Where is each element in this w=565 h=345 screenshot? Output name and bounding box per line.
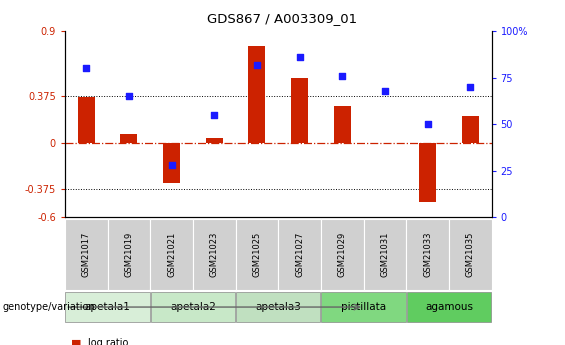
Bar	[291, 78, 308, 143]
Point	[423, 121, 432, 127]
Bar	[462, 116, 479, 143]
Point	[167, 162, 176, 168]
Bar	[163, 143, 180, 183]
Text: apetala3: apetala3	[255, 302, 301, 312]
Bar	[406, 219, 449, 290]
Point	[466, 84, 475, 90]
Text: GSM21021: GSM21021	[167, 232, 176, 277]
Bar	[78, 97, 95, 143]
Text: GSM21019: GSM21019	[124, 232, 133, 277]
Text: apetala1: apetala1	[85, 302, 131, 312]
Point	[338, 73, 347, 79]
Bar	[120, 134, 137, 143]
Text: GSM21025: GSM21025	[253, 232, 262, 277]
Point	[82, 66, 91, 71]
Bar	[419, 143, 436, 203]
Text: GSM21029: GSM21029	[338, 232, 347, 277]
Point	[295, 55, 304, 60]
Bar	[364, 219, 406, 290]
Bar	[193, 219, 236, 290]
Bar	[321, 293, 406, 322]
Bar	[151, 293, 235, 322]
Bar	[449, 219, 492, 290]
Bar	[249, 46, 266, 143]
Text: log ratio: log ratio	[88, 338, 128, 345]
Bar	[407, 293, 491, 322]
Text: pistillata: pistillata	[341, 302, 386, 312]
Point	[210, 112, 219, 118]
Text: GSM21027: GSM21027	[295, 232, 304, 277]
Bar	[66, 293, 150, 322]
Bar	[107, 219, 150, 290]
Text: GSM21031: GSM21031	[380, 232, 389, 277]
Text: GSM21017: GSM21017	[82, 232, 91, 277]
Bar	[150, 219, 193, 290]
Text: genotype/variation: genotype/variation	[3, 302, 95, 312]
Text: GSM21035: GSM21035	[466, 232, 475, 277]
Point	[124, 93, 133, 99]
Text: GSM21033: GSM21033	[423, 232, 432, 277]
Bar	[236, 219, 278, 290]
Bar	[279, 219, 321, 290]
Text: agamous: agamous	[425, 302, 473, 312]
Point	[253, 62, 262, 67]
Bar	[206, 138, 223, 143]
Bar	[236, 293, 320, 322]
Text: apetala2: apetala2	[170, 302, 216, 312]
Text: GDS867 / A003309_01: GDS867 / A003309_01	[207, 12, 358, 25]
Bar	[334, 106, 351, 143]
Text: ■: ■	[71, 338, 81, 345]
Point	[380, 88, 389, 93]
Bar	[65, 219, 107, 290]
Text: GSM21023: GSM21023	[210, 232, 219, 277]
Bar	[321, 219, 364, 290]
